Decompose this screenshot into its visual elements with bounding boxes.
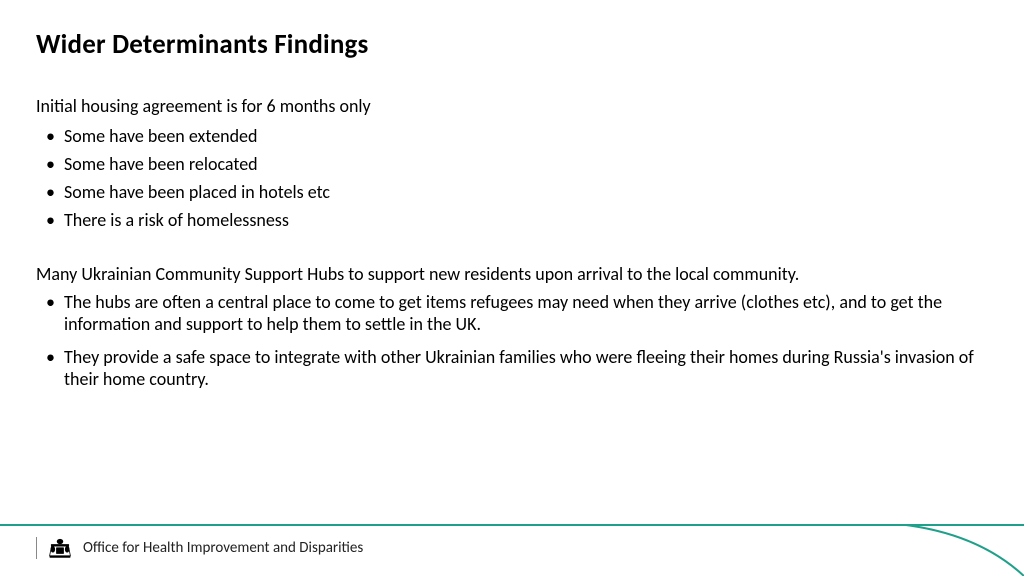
section1-intro: Initial housing agreement is for 6 month… — [36, 95, 988, 117]
list-item: There is a risk of homelessness — [46, 207, 988, 235]
org-name: Office for Health Improvement and Dispar… — [83, 539, 363, 557]
list-item: Some have been extended — [46, 123, 988, 151]
section2-bullets: The hubs are often a central place to co… — [36, 291, 988, 391]
list-item: The hubs are often a central place to co… — [46, 291, 988, 336]
list-item: Some have been relocated — [46, 151, 988, 179]
section1-bullets: Some have been extended Some have been r… — [36, 123, 988, 235]
list-item: They provide a safe space to integrate w… — [46, 346, 988, 391]
footer-curve — [864, 524, 1024, 576]
list-item: Some have been placed in hotels etc — [46, 179, 988, 207]
crest-icon — [47, 536, 73, 560]
page-title: Wider Determinants Findings — [36, 28, 988, 61]
footer-content: Office for Health Improvement and Dispar… — [36, 536, 363, 560]
footer-divider — [36, 537, 37, 559]
section2-intro: Many Ukrainian Community Support Hubs to… — [36, 263, 988, 285]
slide: Wider Determinants Findings Initial hous… — [0, 0, 1024, 576]
footer: Office for Health Improvement and Dispar… — [0, 524, 1024, 576]
